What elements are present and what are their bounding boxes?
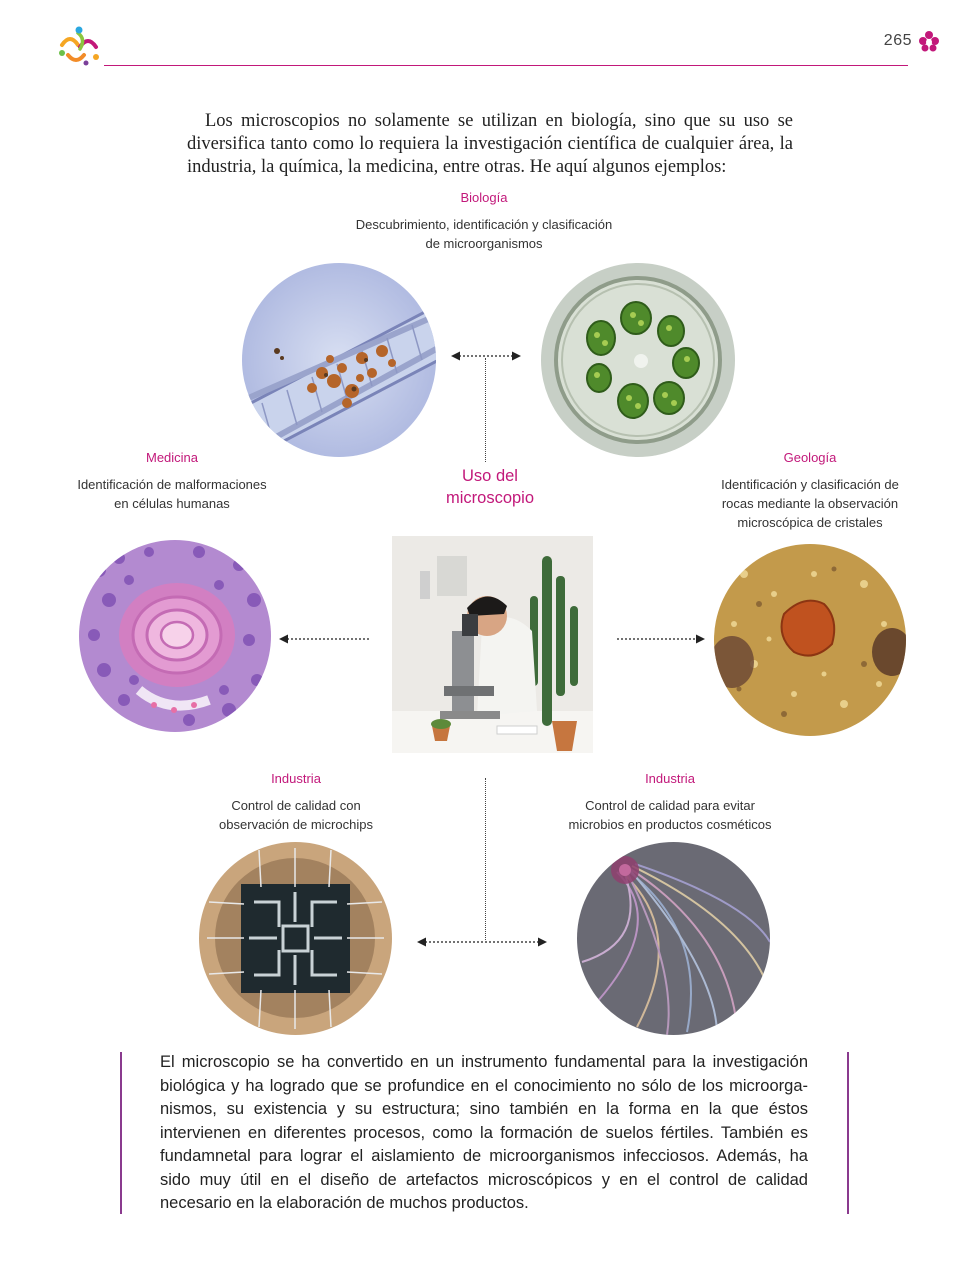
logo-icon <box>56 25 102 67</box>
bottom-connector-line <box>485 778 486 940</box>
industria-cosmeticos-line1: Control de calidad para evitar <box>585 798 755 813</box>
center-label: Uso del microscopio <box>410 465 570 509</box>
bottom-double-arrow <box>417 935 547 947</box>
biologia-title: Biología <box>460 190 508 205</box>
algae-micrograph <box>541 263 735 457</box>
medicina-description: Identificación de malformaciones en célu… <box>52 475 292 513</box>
center-label-line2: microscopio <box>445 489 535 507</box>
biologia-line1: Descubrimiento, identificación y clasifi… <box>355 217 613 232</box>
top-connector-line <box>485 358 486 462</box>
industria-cosmeticos-line2: microbios en productos cosméticos <box>568 817 772 832</box>
industria-chips-description: Control de calidad con observación de mi… <box>176 796 416 834</box>
right-arrow <box>617 632 705 644</box>
intro-paragraph: Los microscopios no solamente se utiliza… <box>187 111 793 177</box>
diatom-micrograph <box>242 263 436 457</box>
industria-chips-line2: observación de microchips <box>219 817 373 832</box>
corner-flower-icon <box>918 30 940 54</box>
medicina-line1: Identificación de malformaciones <box>77 477 267 492</box>
biologia-line2: de microorganismos <box>425 236 543 251</box>
industria-cosmeticos-title: Industria <box>645 771 695 786</box>
geologia-line2: rocas mediante la observación <box>721 496 899 511</box>
geologia-line3: microscópica de cristales <box>737 515 883 530</box>
geologia-line1: Identificación y clasificación de <box>721 477 899 492</box>
human-cells-micrograph <box>79 540 271 732</box>
page-number: 265 <box>883 32 912 49</box>
biologia-description: Descubrimiento, identificación y clasifi… <box>284 215 684 253</box>
header-rule <box>104 65 908 66</box>
geologia-description: Identificación y clasificación de rocas … <box>700 475 920 532</box>
left-arrow <box>279 632 369 644</box>
medicina-title: Medicina <box>145 450 199 465</box>
cosmetic-microbe-micrograph <box>577 842 770 1035</box>
industria-cosmeticos-description: Control de calidad para evitar microbios… <box>540 796 800 834</box>
rock-crystal-micrograph <box>714 544 906 736</box>
medicina-line2: en células humanas <box>114 496 230 511</box>
industria-chips-title: Industria <box>271 771 321 786</box>
microchip-micrograph <box>199 842 392 1035</box>
geologia-title: Geología <box>783 450 837 465</box>
industria-chips-line1: Control de calidad con <box>231 798 361 813</box>
student-microscope-photo <box>392 536 593 753</box>
summary-right-bar <box>847 1052 849 1214</box>
summary-left-bar <box>120 1052 122 1214</box>
top-double-arrow <box>451 349 521 361</box>
center-label-line1: Uso del <box>462 467 518 485</box>
summary-paragraph: El microscopio se ha convertido en un in… <box>160 1053 808 1212</box>
